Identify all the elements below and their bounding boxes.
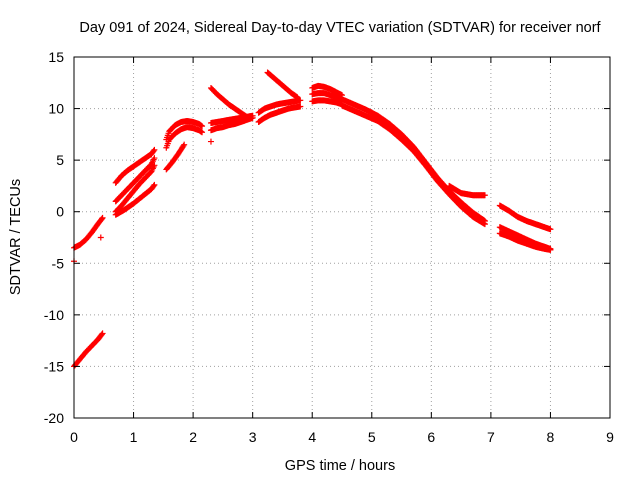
series-arc-15 — [207, 138, 214, 145]
data-point — [98, 215, 105, 222]
y-tick-label: 5 — [56, 152, 64, 168]
series-arc-06 — [112, 155, 158, 205]
plot-frame — [73, 56, 611, 419]
data-point — [294, 94, 301, 101]
data-point — [151, 181, 158, 188]
y-tick-label: 15 — [48, 49, 64, 65]
data-point — [151, 162, 158, 169]
x-tick-label: 5 — [368, 429, 376, 445]
data-point — [99, 330, 106, 337]
series-arc-27 — [496, 230, 554, 253]
series-arc-05 — [112, 146, 158, 186]
y-axis-label: SDTVAR / TECUs — [8, 179, 24, 295]
axis-ticks — [73, 56, 611, 419]
data-point — [150, 182, 157, 189]
x-tick-label: 3 — [249, 429, 257, 445]
x-tick-label: 4 — [308, 429, 316, 445]
x-tick-label: 0 — [70, 429, 78, 445]
series-arc-10 — [163, 124, 206, 151]
y-tick-label: 10 — [48, 101, 64, 117]
x-axis-label: GPS time / hours — [285, 458, 395, 474]
data-point — [181, 141, 188, 148]
y-tick-label: -15 — [44, 358, 64, 374]
series-arc-14 — [207, 84, 250, 120]
series-arc-25 — [496, 202, 554, 233]
data-point — [199, 129, 206, 136]
series-arc-18 — [264, 69, 301, 101]
series-arc-17 — [255, 97, 304, 116]
data-points — [71, 69, 554, 370]
data-point — [243, 113, 250, 120]
chart-title: Day 091 of 2024, Sidereal Day-to-day VTE… — [79, 20, 601, 36]
series-arc-21 — [309, 97, 345, 108]
x-tick-label: 2 — [189, 429, 197, 445]
data-point — [97, 234, 104, 241]
data-point — [151, 146, 158, 153]
y-tick-label: 0 — [56, 204, 64, 220]
data-point — [151, 155, 158, 162]
x-tick-label: 8 — [547, 429, 555, 445]
data-point — [297, 97, 304, 104]
data-point — [98, 331, 105, 338]
data-point — [547, 246, 554, 253]
series-arc-01 — [71, 214, 106, 251]
data-point — [207, 138, 214, 145]
series-arc-20 — [309, 90, 345, 103]
grid-lines — [74, 57, 610, 418]
series-arc-08 — [112, 181, 158, 218]
series-arc-23 — [339, 102, 488, 228]
data-point — [547, 226, 554, 233]
x-tick-label: 1 — [130, 429, 138, 445]
series-arc-11 — [163, 141, 188, 173]
data-point — [180, 142, 187, 149]
data-point — [481, 192, 488, 199]
series-arc-24 — [446, 182, 488, 199]
data-point — [99, 214, 106, 221]
series-arc-16 — [255, 103, 304, 125]
series-arc-04 — [97, 234, 104, 241]
x-tick-label: 6 — [427, 429, 435, 445]
x-tick-label: 9 — [606, 429, 614, 445]
data-point — [481, 221, 488, 228]
data-point — [199, 123, 206, 130]
data-point — [249, 112, 256, 119]
y-tick-label: -10 — [44, 307, 64, 323]
y-tick-label: -5 — [52, 255, 65, 271]
series-arc-02 — [71, 330, 106, 370]
y-tick-label: -20 — [44, 410, 64, 426]
data-point — [297, 103, 304, 110]
x-tick-label: 7 — [487, 429, 495, 445]
data-point — [150, 147, 157, 154]
tick-labels: 0 1 2 3 4 5 6 7 8 9 -20 -15 -10 -5 0 5 10 15 — [44, 49, 614, 445]
